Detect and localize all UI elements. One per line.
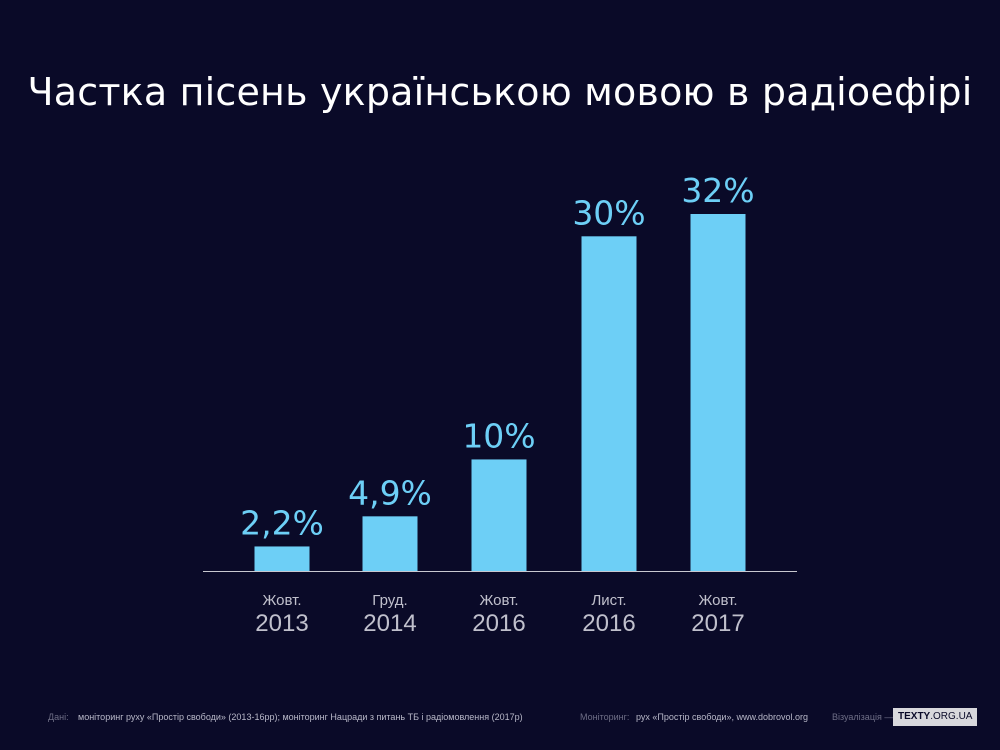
texty-logo-badge[interactable]: TEXTY.ORG.UA — [893, 708, 978, 726]
x-tick-year: 2016 — [582, 610, 635, 637]
x-tick-month: Лист. — [591, 592, 626, 609]
bar — [581, 236, 637, 571]
footer-data-source: моніторинг руху «Простір свободи» (2013-… — [78, 712, 523, 722]
x-tick-year: 2014 — [363, 610, 416, 637]
bar — [690, 214, 746, 571]
x-tick-year: 2013 — [255, 610, 308, 637]
x-tick-year: 2016 — [472, 610, 525, 637]
bar-value-label: 30% — [572, 193, 645, 232]
footer-visualization-label: Візуалізація — — [832, 712, 894, 722]
bar-value-label: 4,9% — [348, 473, 432, 512]
footer-monitoring-label: Моніторинг: — [580, 712, 630, 722]
x-tick-month: Жовт. — [698, 592, 737, 609]
brand-bold: TEXTY — [898, 711, 931, 722]
x-tick-year: 2017 — [691, 610, 744, 637]
bar-value-label: 10% — [462, 416, 535, 455]
footer-monitoring-source: рух «Простір свободи», www.dobrovol.org — [636, 712, 808, 722]
bar — [254, 546, 310, 571]
bar — [362, 516, 418, 571]
x-tick-month: Жовт. — [479, 592, 518, 609]
bar — [471, 459, 527, 571]
brand-rest: .ORG.UA — [930, 711, 973, 722]
bar-value-label: 2,2% — [240, 503, 324, 542]
footer: Дані: моніторинг руху «Простір свободи» … — [0, 708, 1000, 728]
chart-title: Частка пісень українською мовою в радіое… — [27, 70, 973, 114]
x-tick-month: Груд. — [372, 592, 407, 609]
bar-chart: 2,2%Жовт.20134,9%Груд.201410%Жовт.201630… — [203, 171, 797, 637]
footer-data-label: Дані: — [48, 712, 69, 722]
x-tick-month: Жовт. — [262, 592, 301, 609]
bar-value-label: 32% — [681, 171, 754, 210]
